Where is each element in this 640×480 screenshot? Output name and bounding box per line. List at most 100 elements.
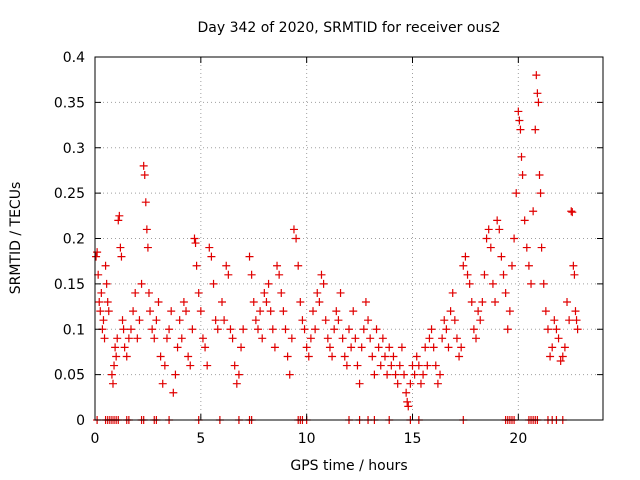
data-point: [406, 379, 415, 388]
data-point: [190, 234, 199, 243]
data-point: [139, 161, 148, 170]
data-point: [294, 261, 303, 270]
data-point: [104, 307, 113, 316]
data-point: [554, 334, 563, 343]
data-point: [491, 298, 500, 307]
data-point: [393, 379, 402, 388]
data-point: [569, 261, 578, 270]
data-point: [459, 261, 468, 270]
y-tick-label: 0.2: [63, 232, 85, 248]
data-point: [148, 325, 157, 334]
x-axis-ticks: 0 5 10 15 20: [91, 57, 527, 447]
grid-lines: [95, 57, 603, 420]
data-point: [124, 334, 133, 343]
data-point: [482, 234, 491, 243]
data-point: [117, 252, 126, 261]
data-point: [311, 325, 320, 334]
data-point: [256, 307, 265, 316]
y-tick-label: 0.25: [54, 186, 85, 202]
data-point: [493, 216, 502, 225]
data-point: [237, 343, 246, 352]
data-point: [230, 361, 239, 370]
data-point: [258, 334, 267, 343]
data-point: [96, 307, 105, 316]
data-point: [403, 397, 412, 406]
data-point: [421, 343, 430, 352]
data-point: [160, 361, 169, 370]
data-point: [332, 307, 341, 316]
data-point: [251, 316, 260, 325]
data-point: [283, 352, 292, 361]
data-point: [412, 352, 421, 361]
data-point: [431, 361, 440, 370]
data-point: [296, 298, 305, 307]
data-point: [404, 402, 413, 411]
y-tick-label: 0.4: [63, 50, 85, 66]
data-point: [95, 298, 104, 307]
data-point: [154, 298, 163, 307]
data-point: [572, 316, 581, 325]
data-point: [211, 316, 220, 325]
data-point: [436, 370, 445, 379]
data-point: [357, 343, 366, 352]
data-point: [94, 270, 103, 279]
data-point: [198, 334, 207, 343]
chart-title: Day 342 of 2020, SRMTID for receiver ous…: [197, 20, 500, 36]
data-point: [273, 261, 282, 270]
y-tick-label: 0.1: [63, 322, 85, 338]
data-point: [188, 325, 197, 334]
data-point: [150, 334, 159, 343]
data-point: [116, 243, 125, 252]
data-point: [186, 361, 195, 370]
data-point: [179, 298, 188, 307]
data-point: [531, 125, 540, 134]
data-point: [533, 89, 542, 98]
data-point: [113, 334, 122, 343]
data-point: [302, 343, 311, 352]
data-point: [277, 288, 286, 297]
x-tick-label: 10: [298, 431, 316, 447]
data-point: [380, 352, 389, 361]
data-point: [446, 307, 455, 316]
data-point: [476, 316, 485, 325]
data-point: [300, 325, 309, 334]
data-point: [330, 325, 339, 334]
data-point: [111, 343, 120, 352]
data-point: [518, 170, 527, 179]
data-point: [165, 325, 174, 334]
data-point: [317, 270, 326, 279]
data-point: [270, 343, 279, 352]
x-tick-label: 20: [509, 431, 527, 447]
data-point: [171, 370, 180, 379]
y-axis-label: SRMTID / TECUs: [8, 182, 24, 295]
data-point: [287, 334, 296, 343]
data-point: [247, 270, 256, 279]
data-point: [260, 288, 269, 297]
data-point: [100, 334, 109, 343]
data-point: [359, 325, 368, 334]
data-point: [306, 334, 315, 343]
data-point: [529, 207, 538, 216]
data-point: [92, 252, 101, 261]
data-point: [328, 352, 337, 361]
data-point: [440, 316, 449, 325]
data-point: [191, 239, 200, 248]
data-point: [444, 343, 453, 352]
data-point: [201, 343, 210, 352]
data-point: [323, 334, 332, 343]
data-point: [119, 325, 128, 334]
data-point: [505, 307, 514, 316]
data-point: [142, 225, 151, 234]
data-point: [416, 379, 425, 388]
data-point: [520, 216, 529, 225]
data-point: [279, 307, 288, 316]
data-point: [131, 288, 140, 297]
data-point: [510, 234, 519, 243]
data-point: [558, 352, 567, 361]
data-point: [361, 298, 370, 307]
data-point: [552, 325, 561, 334]
data-point: [376, 361, 385, 370]
data-point: [169, 388, 178, 397]
data-point: [140, 170, 149, 179]
data-point: [103, 298, 112, 307]
